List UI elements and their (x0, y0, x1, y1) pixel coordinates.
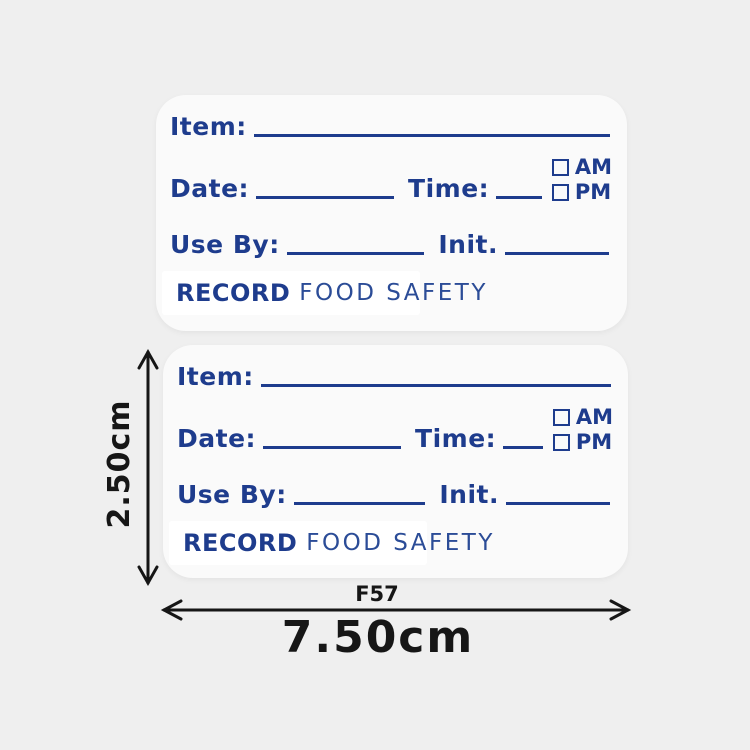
ampm-group: AM PM (552, 405, 613, 454)
width-arrow (160, 599, 632, 621)
pm-option: PM (551, 180, 612, 204)
food-safety-label-bottom: Item: Date: Time: AM PM Use By: Init (163, 345, 628, 578)
height-arrow (137, 348, 159, 587)
brand-food-safety-text: FOOD SAFETY (306, 530, 495, 556)
date-time-row: Date: Time: AM PM (177, 401, 613, 454)
item-label: Item: (170, 112, 247, 141)
date-blank-line (256, 186, 395, 199)
init-blank-line (505, 242, 609, 255)
food-safety-label-top: Item: Date: Time: AM PM Use By: Init (156, 95, 627, 331)
init-label: Init. (438, 230, 498, 259)
item-blank-line (260, 374, 611, 387)
pm-label: PM (574, 180, 612, 204)
time-label: Time: (408, 174, 490, 203)
init-blank-line (506, 492, 610, 505)
am-label: AM (575, 405, 613, 429)
pm-label: PM (575, 430, 613, 454)
width-dimension-label: 7.50cm (281, 612, 475, 663)
brand-record-text: RECORD (176, 279, 291, 307)
use-by-blank-line (293, 492, 426, 505)
time-label: Time: (415, 424, 497, 453)
time-blank-line (503, 436, 543, 449)
use-by-blank-line (286, 242, 425, 255)
pm-checkbox-icon (551, 184, 569, 201)
brand-record-text: RECORD (183, 529, 298, 557)
time-blank-line (496, 186, 542, 199)
use-by-label: Use By: (177, 480, 287, 509)
brand-food-safety-text: FOOD SAFETY (299, 280, 488, 306)
height-dimension-label: 2.50cm (102, 399, 137, 529)
am-checkbox-icon (552, 409, 570, 426)
am-option: AM (552, 405, 613, 429)
am-option: AM (551, 155, 612, 179)
ampm-group: AM PM (551, 155, 612, 204)
use-by-label: Use By: (170, 230, 280, 259)
brand-band: RECORD FOOD SAFETY (162, 271, 485, 315)
item-row: Item: (170, 109, 610, 139)
item-row: Item: (177, 359, 611, 389)
am-label: AM (574, 155, 612, 179)
brand-band: RECORD FOOD SAFETY (169, 521, 492, 565)
date-label: Date: (177, 424, 257, 453)
item-blank-line (253, 124, 610, 137)
pm-option: PM (552, 430, 613, 454)
init-label: Init. (439, 480, 499, 509)
item-label: Item: (177, 362, 254, 391)
use-by-row: Use By: Init. (170, 227, 609, 257)
date-blank-line (263, 436, 402, 449)
product-code-label: F57 (355, 582, 399, 606)
am-checkbox-icon (551, 159, 569, 176)
use-by-row: Use By: Init. (177, 477, 610, 507)
pm-checkbox-icon (552, 434, 570, 451)
date-time-row: Date: Time: AM PM (170, 151, 612, 204)
date-label: Date: (170, 174, 250, 203)
